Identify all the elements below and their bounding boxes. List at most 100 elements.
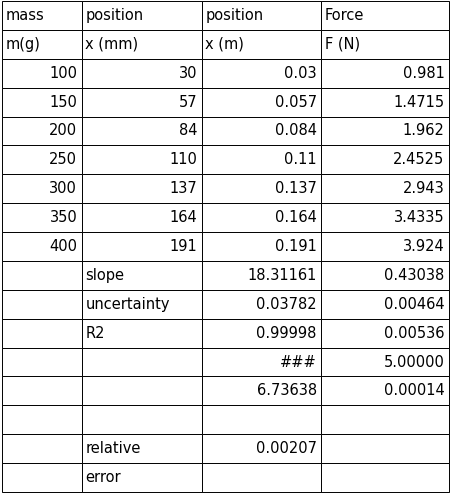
Text: x (mm): x (mm)	[86, 37, 139, 52]
Bar	[82, 405, 202, 434]
Text: 6.73638: 6.73638	[256, 384, 317, 398]
Bar	[82, 377, 202, 405]
Text: ###: ###	[280, 354, 317, 370]
Bar	[2, 30, 82, 59]
Bar	[321, 318, 449, 348]
Text: 191: 191	[169, 239, 197, 254]
Text: 110: 110	[169, 152, 197, 167]
Bar	[202, 290, 321, 318]
Text: 3.924: 3.924	[403, 239, 445, 254]
Bar	[321, 463, 449, 492]
Text: Force: Force	[325, 8, 364, 23]
Bar	[202, 405, 321, 434]
Text: F (N): F (N)	[325, 37, 360, 52]
Text: 1.4715: 1.4715	[393, 95, 445, 109]
Bar	[2, 377, 82, 405]
Bar	[82, 88, 202, 116]
Text: 5.00000: 5.00000	[384, 354, 445, 370]
Bar	[321, 145, 449, 175]
Bar	[321, 232, 449, 261]
Text: 0.43038: 0.43038	[384, 268, 445, 283]
Text: 3.4335: 3.4335	[394, 210, 445, 225]
Bar	[82, 59, 202, 88]
Bar	[202, 348, 321, 377]
Text: 0.981: 0.981	[403, 66, 445, 81]
Bar	[321, 377, 449, 405]
Text: 300: 300	[50, 181, 77, 196]
Text: R2: R2	[86, 326, 105, 341]
Bar	[202, 377, 321, 405]
Bar	[82, 290, 202, 318]
Text: 57: 57	[178, 95, 197, 109]
Bar	[82, 116, 202, 145]
Bar	[2, 203, 82, 232]
Text: 100: 100	[50, 66, 77, 81]
Bar	[321, 88, 449, 116]
Bar	[2, 463, 82, 492]
Text: position: position	[86, 8, 144, 23]
Bar	[2, 290, 82, 318]
Bar	[321, 261, 449, 290]
Bar	[82, 175, 202, 203]
Bar	[321, 116, 449, 145]
Text: 30: 30	[179, 66, 197, 81]
Bar	[2, 88, 82, 116]
Text: 400: 400	[50, 239, 77, 254]
Bar	[82, 434, 202, 463]
Text: 164: 164	[169, 210, 197, 225]
Text: 0.03782: 0.03782	[256, 297, 317, 312]
Text: 0.00014: 0.00014	[384, 384, 445, 398]
Text: 0.164: 0.164	[275, 210, 317, 225]
Text: 0.03: 0.03	[284, 66, 317, 81]
Bar	[2, 59, 82, 88]
Text: error: error	[86, 470, 121, 485]
Text: 0.00207: 0.00207	[256, 441, 317, 456]
Text: m(g): m(g)	[6, 37, 40, 52]
Bar	[321, 405, 449, 434]
Text: uncertainty: uncertainty	[86, 297, 170, 312]
Bar	[321, 203, 449, 232]
Text: 0.00536: 0.00536	[384, 326, 445, 341]
Bar	[2, 318, 82, 348]
Text: 0.99998: 0.99998	[256, 326, 317, 341]
Bar	[202, 203, 321, 232]
Text: 18.31161: 18.31161	[248, 268, 317, 283]
Bar	[82, 261, 202, 290]
Bar	[2, 116, 82, 145]
Bar	[202, 261, 321, 290]
Bar	[321, 1, 449, 30]
Text: 2.4525: 2.4525	[393, 152, 445, 167]
Text: 84: 84	[179, 123, 197, 139]
Bar	[2, 261, 82, 290]
Bar	[321, 175, 449, 203]
Bar	[82, 145, 202, 175]
Bar	[321, 434, 449, 463]
Bar	[82, 30, 202, 59]
Bar	[321, 290, 449, 318]
Bar	[2, 175, 82, 203]
Bar	[202, 30, 321, 59]
Text: slope: slope	[86, 268, 124, 283]
Bar	[321, 59, 449, 88]
Bar	[202, 232, 321, 261]
Text: 0.057: 0.057	[274, 95, 317, 109]
Text: position: position	[205, 8, 263, 23]
Bar	[2, 232, 82, 261]
Text: 0.191: 0.191	[275, 239, 317, 254]
Bar	[202, 59, 321, 88]
Bar	[202, 88, 321, 116]
Bar	[202, 145, 321, 175]
Bar	[82, 1, 202, 30]
Bar	[82, 348, 202, 377]
Text: 0.00464: 0.00464	[384, 297, 445, 312]
Bar	[202, 318, 321, 348]
Bar	[2, 434, 82, 463]
Bar	[82, 318, 202, 348]
Text: 350: 350	[50, 210, 77, 225]
Bar	[321, 348, 449, 377]
Text: 0.084: 0.084	[275, 123, 317, 139]
Text: x (m): x (m)	[205, 37, 244, 52]
Bar	[202, 175, 321, 203]
Bar	[82, 463, 202, 492]
Bar	[202, 116, 321, 145]
